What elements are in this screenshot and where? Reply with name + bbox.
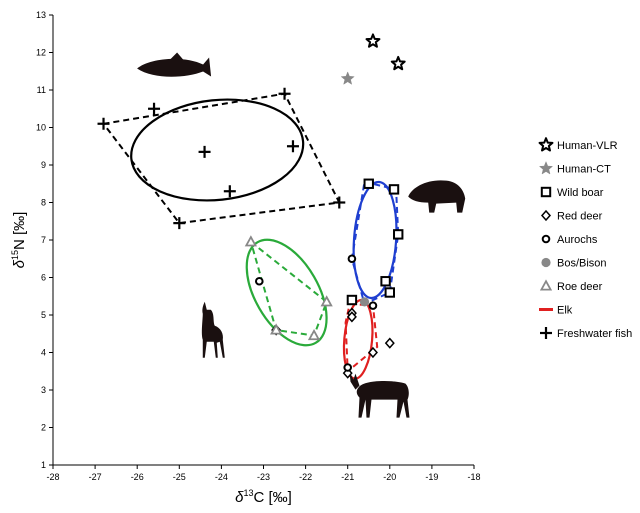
legend-label: Human-CT (557, 164, 611, 176)
y-tick-label: 7 (41, 235, 46, 245)
x-tick-label: -18 (467, 472, 480, 482)
legend-label: Freshwater fish (557, 328, 632, 340)
legend-item: Human-CT (538, 161, 611, 176)
point-human-vlr (390, 55, 406, 71)
y-tick-label: 1 (41, 460, 46, 470)
legend-label: Red deer (557, 211, 603, 223)
point-wild-boar (384, 287, 396, 298)
x-tick-label: -19 (425, 472, 438, 482)
legend-item: Roe deer (539, 279, 603, 293)
legend-label: Human-VLR (557, 140, 618, 152)
legend-marker (540, 186, 552, 198)
hull-wild-boar (350, 180, 400, 306)
point-freshwater-fish (173, 217, 186, 230)
point-wild-boar (380, 276, 391, 287)
y-tick-label: 9 (41, 160, 46, 170)
y-tick-label: 4 (41, 348, 46, 358)
x-axis-label: δ13C [‰] (235, 488, 292, 506)
point-freshwater-fish (223, 185, 236, 198)
point-aurochs (254, 276, 264, 286)
legend-label: Roe deer (557, 281, 603, 293)
point-freshwater-fish (198, 145, 211, 158)
legend-marker (541, 234, 551, 244)
point-freshwater-fish (278, 87, 291, 100)
y-tick-label: 6 (41, 273, 46, 283)
legend-label: Elk (557, 305, 573, 317)
legend-item: Freshwater fish (540, 327, 632, 340)
point-freshwater-fish (333, 196, 346, 209)
legend: Human-VLR Human-CT Wild boar Red deer Auroch… (538, 137, 632, 340)
legend-label: Aurochs (557, 234, 598, 246)
legend-marker (541, 257, 551, 268)
point-wild-boar (346, 294, 358, 306)
point-roe-deer (270, 323, 283, 335)
y-tick-label: 5 (41, 310, 46, 320)
legend-marker (538, 161, 554, 175)
point-roe-deer (320, 295, 333, 307)
legend-item: Wild boar (540, 186, 604, 199)
point-aurochs (368, 301, 378, 310)
x-tick-label: -25 (173, 472, 186, 482)
legend-item: Red deer (540, 209, 603, 223)
silhouettes-layer (137, 52, 466, 418)
point-red-deer (346, 311, 357, 323)
hull-elk (344, 302, 379, 374)
point-wild-boar (363, 178, 374, 189)
x-tick-label: -24 (215, 472, 228, 482)
point-roe-deer (244, 235, 257, 247)
y-tick-label: 12 (36, 48, 46, 58)
x-tick-label: -22 (299, 472, 312, 482)
y-tick-label: 13 (36, 10, 46, 20)
x-tick-label: -28 (46, 472, 59, 482)
axes: -28 -27 -26 -25 -24 -23 -22 -21 -20 -19 -181234567… (10, 10, 481, 506)
point-red-deer (384, 337, 395, 349)
ellipse-freshwater-fish (130, 98, 305, 202)
y-tick-label: 10 (36, 123, 46, 133)
legend-marker (538, 137, 554, 152)
point-human-ct (340, 71, 355, 85)
y-tick-label: 8 (41, 198, 46, 208)
point-freshwater-fish (286, 140, 299, 153)
x-tick-label: -21 (341, 472, 354, 482)
hull-freshwater-fish (101, 92, 341, 225)
legend-label: Wild boar (557, 187, 604, 199)
legend-marker (540, 209, 552, 222)
point-red-deer (367, 346, 378, 359)
point-human-vlr (365, 33, 381, 48)
y-axis-label: δ15N [‰] (10, 212, 28, 269)
ellipses-layer (130, 98, 398, 380)
y-tick-label: 11 (37, 85, 46, 95)
x-tick-label: -27 (89, 472, 102, 482)
legend-item: Aurochs (541, 234, 598, 246)
point-freshwater-fish (97, 117, 110, 130)
legend-item: Bos/Bison (541, 257, 607, 270)
ellipse-roe-deer (245, 238, 328, 347)
legend-marker (539, 279, 553, 291)
legend-label: Bos/Bison (557, 258, 607, 270)
legend-item: Elk (539, 305, 573, 317)
point-aurochs (343, 363, 353, 372)
legend-item: Human-VLR (538, 137, 618, 152)
ellipse-wild-boar (352, 180, 398, 300)
roe-deer-silhouette (201, 301, 225, 358)
point-freshwater-fish (148, 102, 161, 115)
fish-silhouette (137, 52, 212, 77)
point-bos-bison (359, 297, 370, 307)
x-tick-label: -20 (383, 472, 396, 482)
point-roe-deer (307, 328, 321, 341)
point-wild-boar (388, 184, 400, 195)
x-tick-label: -26 (131, 472, 144, 482)
data-points-layer (97, 33, 406, 379)
x-tick-label: -23 (257, 472, 270, 482)
legend-marker (540, 327, 552, 339)
point-wild-boar (393, 229, 404, 240)
boar-silhouette (408, 180, 466, 213)
y-tick-label: 2 (41, 423, 46, 433)
elk-silhouette (349, 371, 410, 418)
point-aurochs (347, 254, 357, 264)
hull-roe-deer (249, 239, 328, 337)
y-tick-label: 3 (41, 385, 46, 395)
